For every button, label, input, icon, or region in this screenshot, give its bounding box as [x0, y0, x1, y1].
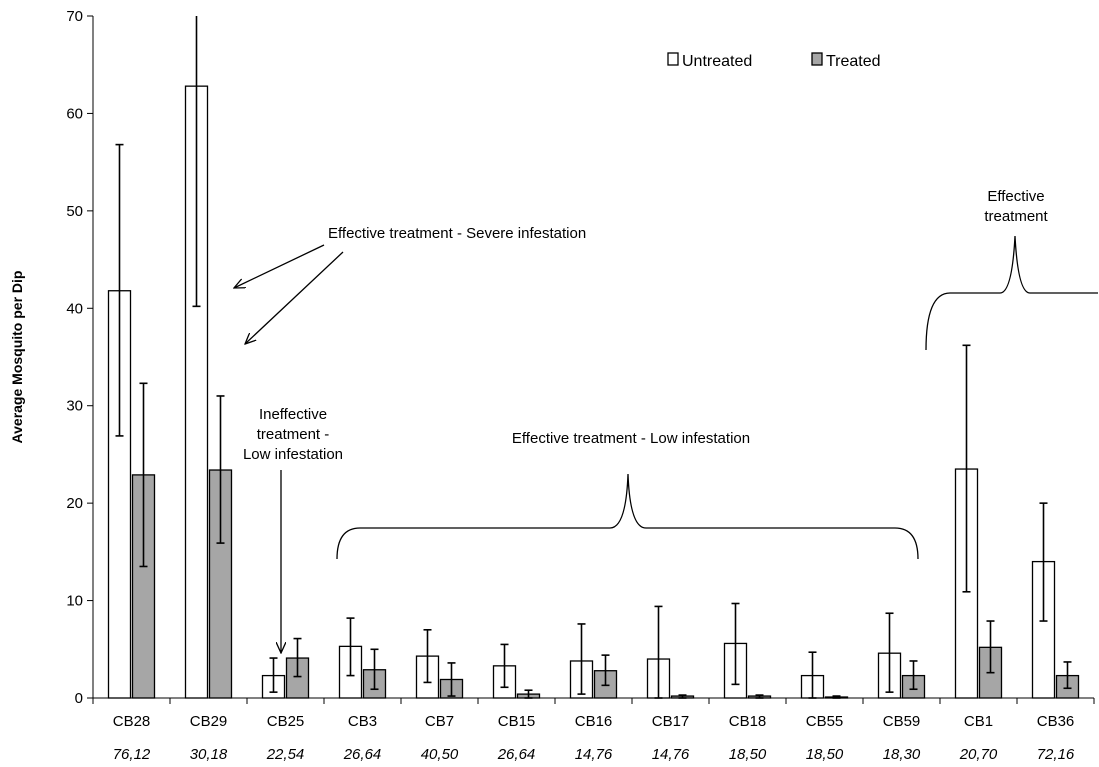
y-tick-label: 50	[66, 203, 83, 220]
y-tick-label: 20	[66, 495, 83, 512]
x-sublabel: 26,64	[343, 746, 382, 763]
legend-swatch-treated	[811, 52, 823, 66]
x-tick-label: CB3	[348, 713, 377, 730]
x-labels: CB28 76,12 CB29 30,18 CB25 22,54 CB3 26,64 CB7 40…	[92, 698, 1095, 763]
x-tick-label: CB1	[964, 713, 993, 730]
x-tick-label: CB7	[425, 713, 454, 730]
brace-effective	[925, 235, 1098, 351]
y-ticks: 0 10 20 30 40 50 60 70	[66, 8, 93, 707]
y-tick-label: 0	[75, 690, 83, 707]
annotation-severe: Effective treatment - Severe infestation	[328, 225, 586, 242]
annotation-ineffective-line2: treatment -	[257, 426, 330, 443]
x-tick-label: CB29	[190, 713, 228, 730]
legend: Untreated Treated	[667, 52, 881, 70]
y-tick-label: 70	[66, 8, 83, 25]
x-tick-label: CB16	[575, 713, 613, 730]
y-tick-label: 30	[66, 398, 83, 415]
y-tick-label: 10	[66, 593, 83, 610]
x-tick-label: CB28	[113, 713, 151, 730]
legend-swatch-untreated	[667, 52, 679, 66]
x-tick-label: CB18	[729, 713, 767, 730]
x-sublabel: 18,50	[806, 746, 844, 763]
brace-low	[336, 473, 919, 560]
arrow-severe-2	[245, 251, 344, 344]
x-sublabel: 18,50	[729, 746, 767, 763]
annotation-ineffective-line3: Low infestation	[243, 446, 343, 463]
bars	[107, 85, 1080, 699]
x-sublabel: 26,64	[497, 746, 536, 763]
x-sublabel: 18,30	[883, 746, 921, 763]
legend-label-untreated: Untreated	[682, 53, 752, 70]
x-sublabel: 40,50	[421, 746, 459, 763]
y-tick-label: 40	[66, 300, 83, 317]
annotations: Effective treatment - Severe infestation…	[234, 188, 1098, 653]
x-tick-label: CB17	[652, 713, 690, 730]
x-tick-label: CB15	[498, 713, 536, 730]
x-sublabel: 22,54	[266, 746, 305, 763]
x-tick-label: CB55	[806, 713, 844, 730]
legend-label-treated: Treated	[826, 53, 881, 70]
arrow-severe-1	[234, 244, 325, 288]
x-tick-label: CB25	[267, 713, 305, 730]
x-sublabel: 76,12	[113, 746, 151, 763]
annotation-ineffective-line1: Ineffective	[259, 406, 327, 423]
x-sublabel: 72,16	[1037, 746, 1075, 763]
annotation-low: Effective treatment - Low infestation	[512, 430, 750, 447]
x-sublabel: 14,76	[575, 746, 613, 763]
x-tick-label: CB36	[1037, 713, 1075, 730]
x-sublabel: 20,70	[959, 746, 998, 763]
x-tick-label: CB59	[883, 713, 921, 730]
y-axis-label: Average Mosquito per Dip	[9, 271, 25, 444]
annotation-effective-line2: treatment	[984, 208, 1048, 225]
x-sublabel: 14,76	[652, 746, 690, 763]
x-sublabel: 30,18	[190, 746, 228, 763]
error-bars	[115, 16, 1072, 699]
annotation-effective-line1: Effective	[987, 188, 1044, 205]
y-tick-label: 60	[66, 105, 83, 122]
